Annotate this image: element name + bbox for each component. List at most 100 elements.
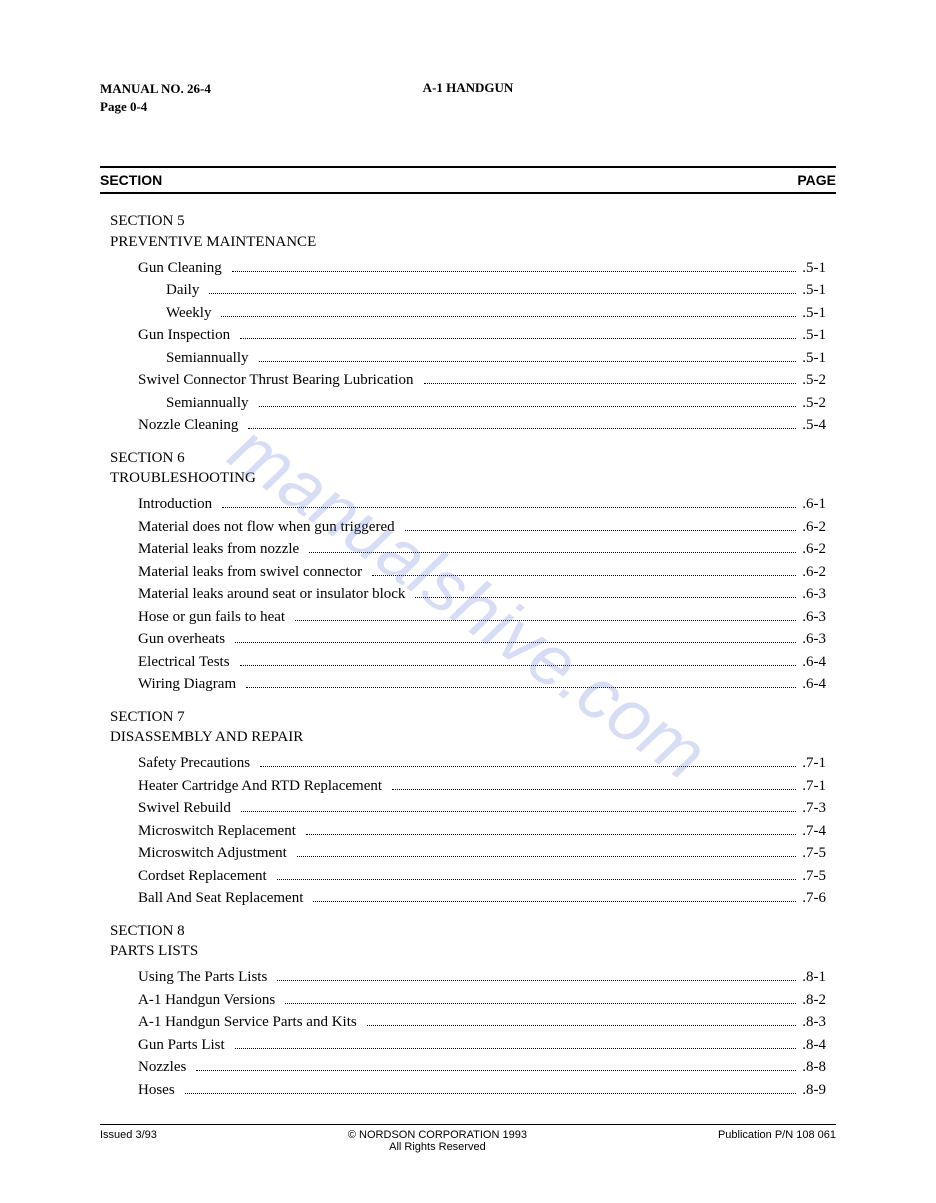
toc-leader-dots [277,879,797,880]
toc-leader-dots [295,620,796,621]
toc-leader-dots [248,428,796,429]
toc-label: Hoses [138,1079,175,1102]
toc-leader-dots [196,1070,796,1071]
toc-entry: Microswitch Replacement.7-4 [110,820,826,843]
toc-page-ref: .8-3 [802,1011,826,1034]
toc-label: Cordset Replacement [138,865,267,888]
toc-leader-dots [222,507,796,508]
toc-page-ref: .8-2 [802,989,826,1012]
toc-label: Gun Cleaning [138,257,222,280]
toc-label: A-1 Handgun Versions [138,989,275,1012]
toc-entry: A-1 Handgun Service Parts and Kits .8-3 [110,1011,826,1034]
footer-rights: All Rights Reserved [348,1141,527,1153]
column-header-bar: SECTION PAGE [100,166,836,194]
toc-page-ref: .5-1 [802,324,826,347]
toc-entry: Electrical Tests.6-4 [110,651,826,674]
toc-leader-dots [415,597,796,598]
toc-leader-dots [313,901,796,902]
toc-entry: Weekly .5-1 [110,302,826,325]
toc-container: SECTION 5 PREVENTIVE MAINTENANCE Gun Clean… [100,212,836,1101]
toc-label: Ball And Seat Replacement [138,887,303,910]
toc-leader-dots [424,383,797,384]
toc-label: Swivel Connector Thrust Bearing Lubricat… [138,369,414,392]
toc-label: Gun Inspection [138,324,230,347]
toc-leader-dots [309,552,796,553]
toc-leader-dots [260,766,796,767]
toc-leader-dots [240,665,797,666]
toc-label: Gun Parts List [138,1034,225,1057]
toc-entry: Material does not flow when gun triggere… [110,516,826,539]
toc-page-ref: .7-4 [802,820,826,843]
toc-page-ref: .8-9 [802,1079,826,1102]
page-number: Page 0-4 [100,98,211,116]
toc-page-ref: .6-3 [802,583,826,606]
toc-entry: A-1 Handgun Versions .8-2 [110,989,826,1012]
toc-entry: Material leaks around seat or insulator … [110,583,826,606]
toc-page-ref: .5-1 [802,257,826,280]
toc-leader-dots [367,1025,797,1026]
toc-entry: Gun overheats.6-3 [110,628,826,651]
toc-page-ref: .5-1 [802,302,826,325]
toc-label: Safety Precautions [138,752,250,775]
column-header-page: PAGE [797,172,836,188]
toc-label: Material leaks from nozzle [138,538,299,561]
toc-leader-dots [235,642,796,643]
toc-entry: Cordset Replacement .7-5 [110,865,826,888]
toc-leader-dots [246,687,796,688]
section-number: SECTION 6 [110,449,826,469]
toc-entry: Heater Cartridge And RTD Replacement.7-1 [110,775,826,798]
toc-leader-dots [259,406,797,407]
toc-label: Nozzle Cleaning [138,414,238,437]
toc-entry: Swivel Rebuild .7-3 [110,797,826,820]
toc-page-ref: .7-5 [802,865,826,888]
toc-leader-dots [185,1093,797,1094]
toc-entry: Using The Parts Lists.8-1 [110,966,826,989]
toc-page-ref: .6-1 [802,493,826,516]
toc-leader-dots [372,575,796,576]
toc-page-ref: .6-4 [802,651,826,674]
toc-page-ref: .7-1 [802,752,826,775]
toc-label: Gun overheats [138,628,225,651]
toc-label: Material leaks around seat or insulator … [138,583,405,606]
toc-page-ref: .8-4 [802,1034,826,1057]
toc-entry: Semiannually.5-1 [110,347,826,370]
toc-entry: Microswitch Adjustment .7-5 [110,842,826,865]
toc-page-ref: .5-1 [802,279,826,302]
toc-page-ref: .7-6 [802,887,826,910]
toc-label: Semiannually [166,392,249,415]
toc-leader-dots [277,980,796,981]
toc-page-ref: .5-2 [802,392,826,415]
toc-label: Semiannually [166,347,249,370]
toc-leader-dots [285,1003,796,1004]
manual-number: MANUAL NO. 26-4 [100,80,211,98]
section-number: SECTION 5 [110,212,826,232]
toc-label: Material leaks from swivel connector [138,561,362,584]
toc-label: A-1 Handgun Service Parts and Kits [138,1011,357,1034]
toc-entry: Semiannually .5-2 [110,392,826,415]
toc-leader-dots [297,856,797,857]
toc-entry: Gun Cleaning .5-1 [110,257,826,280]
toc-page-ref: .7-3 [802,797,826,820]
toc-label: Heater Cartridge And RTD Replacement [138,775,382,798]
toc-label: Daily [166,279,199,302]
column-header-section: SECTION [100,172,162,188]
toc-entry: Introduction.6-1 [110,493,826,516]
toc-leader-dots [209,293,796,294]
section-number: SECTION 8 [110,922,826,942]
toc-label: Swivel Rebuild [138,797,231,820]
toc-label: Microswitch Adjustment [138,842,287,865]
toc-entry: Wiring Diagram.6-4 [110,673,826,696]
document-title: A-1 HANDGUN [423,80,514,96]
section-title: PREVENTIVE MAINTENANCE [110,234,826,251]
page-header: MANUAL NO. 26-4 Page 0-4 A-1 HANDGUN [100,80,836,116]
footer-issued: Issued 3/93 [100,1129,157,1153]
toc-page-ref: .6-2 [802,516,826,539]
toc-entry: Safety Precautions .7-1 [110,752,826,775]
toc-label: Material does not flow when gun triggere… [138,516,395,539]
toc-entry: Nozzle Cleaning.5-4 [110,414,826,437]
toc-page-ref: .7-5 [802,842,826,865]
toc-leader-dots [306,834,796,835]
toc-label: Using The Parts Lists [138,966,267,989]
toc-label: Weekly [166,302,211,325]
toc-label: Wiring Diagram [138,673,236,696]
